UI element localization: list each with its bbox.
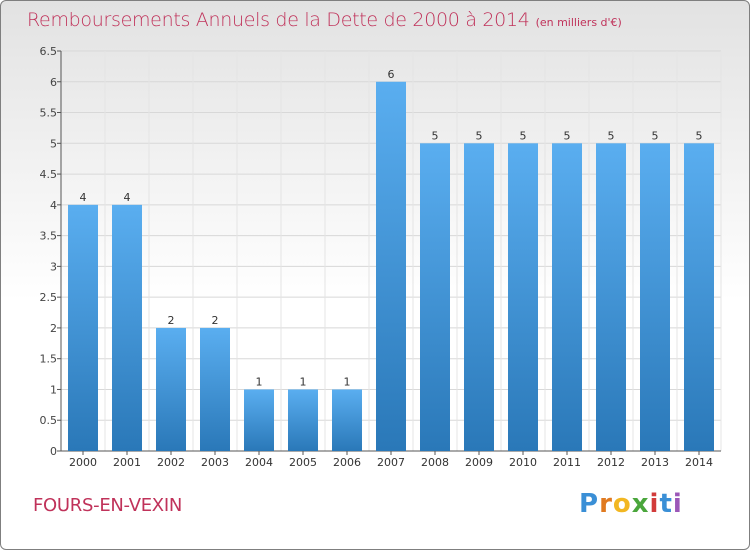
bar (552, 143, 582, 452)
commune-name: FOURS-EN-VEXIN (33, 495, 182, 516)
x-tick-label: 2001 (113, 456, 141, 469)
x-tick-label: 2002 (157, 456, 185, 469)
y-tick-label: 2.5 (40, 291, 58, 304)
bar-value-label: 5 (432, 129, 439, 142)
bar-value-label: 2 (212, 314, 219, 327)
bar-value-label: 5 (564, 129, 571, 142)
bar (156, 327, 186, 451)
y-tick-label: 0 (50, 445, 57, 458)
bar-value-label: 5 (652, 129, 659, 142)
x-tick-label: 2011 (553, 456, 581, 469)
logo-letter: t (659, 489, 673, 519)
logo-letter: i (649, 489, 660, 519)
x-tick-label: 2008 (421, 456, 449, 469)
y-tick-label: 5.5 (40, 107, 58, 120)
bar (464, 143, 494, 452)
x-tick-label: 2006 (333, 456, 361, 469)
y-tick-label: 6.5 (40, 45, 58, 58)
bar-value-label: 1 (256, 375, 263, 388)
y-tick-label: 1.5 (40, 353, 58, 366)
bar (640, 143, 670, 452)
bar-value-label: 5 (608, 129, 615, 142)
bar (112, 204, 142, 451)
y-tick-label: 3.5 (40, 230, 58, 243)
y-tick-label: 0.5 (40, 414, 58, 427)
chart-unit: (en milliers d'€) (535, 16, 622, 29)
bar-value-label: 4 (124, 191, 131, 204)
logo-letter: o (612, 489, 632, 519)
x-tick-label: 2003 (201, 456, 229, 469)
x-tick-label: 2004 (245, 456, 273, 469)
x-tick-label: 2005 (289, 456, 317, 469)
y-tick-label: 4 (50, 199, 57, 212)
x-tick-label: 2013 (641, 456, 669, 469)
bars (68, 81, 714, 452)
bar-value-label: 5 (476, 129, 483, 142)
bar (68, 204, 98, 451)
proxiti-logo: Proxiti (579, 489, 683, 519)
y-tick-label: 6 (50, 76, 57, 89)
bar-value-label: 6 (388, 68, 395, 81)
chart-title: Remboursements Annuels de la Dette de 20… (27, 9, 622, 31)
bar (200, 327, 230, 451)
bar (376, 81, 406, 452)
logo-letter: P (579, 489, 600, 519)
x-tick-label: 2010 (509, 456, 537, 469)
bar-value-label: 2 (168, 314, 175, 327)
bar (596, 143, 626, 452)
x-tick-label: 2009 (465, 456, 493, 469)
chart-title-text: Remboursements Annuels de la Dette de 20… (27, 9, 530, 31)
logo-letter: i (672, 489, 683, 519)
x-tick-label: 2000 (69, 456, 97, 469)
bar-value-label: 5 (520, 129, 527, 142)
y-tick-label: 1 (50, 383, 57, 396)
bar-value-label: 1 (300, 375, 307, 388)
bar-value-label: 4 (80, 191, 87, 204)
bar (420, 143, 450, 452)
x-tick-label: 2012 (597, 456, 625, 469)
y-tick-label: 3 (50, 260, 57, 273)
logo-letter: x (631, 489, 650, 519)
x-tick-label: 2014 (685, 456, 713, 469)
bar-value-label: 1 (344, 375, 351, 388)
bar-value-label: 5 (696, 129, 703, 142)
logo-letter: r (599, 489, 613, 519)
bar (684, 143, 714, 452)
bar (332, 389, 362, 451)
bar (288, 389, 318, 451)
bar (244, 389, 274, 451)
y-tick-label: 5 (50, 137, 57, 150)
bar (508, 143, 538, 452)
y-tick-label: 4.5 (40, 168, 58, 181)
labels: 4 2000 4 2001 2 2002 2 2003 1 2004 1 2005 1 2006 6 2007… (69, 68, 713, 469)
x-tick-label: 2007 (377, 456, 405, 469)
y-tick-label: 2 (50, 322, 57, 335)
